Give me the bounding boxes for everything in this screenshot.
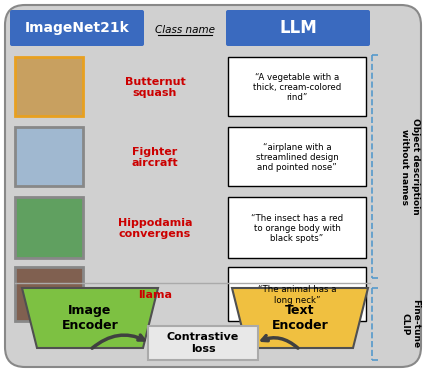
Text: “airplane with a
streamlined design
and pointed nose”: “airplane with a streamlined design and … bbox=[256, 142, 338, 172]
FancyBboxPatch shape bbox=[10, 10, 144, 46]
Text: “The animal has a
long neck”: “The animal has a long neck” bbox=[258, 285, 336, 305]
Text: Fighter
aircraft: Fighter aircraft bbox=[132, 147, 178, 168]
Bar bbox=[15, 127, 83, 186]
Polygon shape bbox=[232, 288, 368, 348]
FancyBboxPatch shape bbox=[5, 5, 421, 367]
Bar bbox=[228, 197, 366, 258]
Text: LLM: LLM bbox=[279, 19, 317, 37]
Bar bbox=[15, 267, 83, 321]
Bar bbox=[15, 197, 83, 258]
Text: Butternut
squash: Butternut squash bbox=[125, 77, 185, 98]
Text: Contrastive
loss: Contrastive loss bbox=[167, 332, 239, 354]
Text: “A vegetable with a
thick, cream-colored
rind”: “A vegetable with a thick, cream-colored… bbox=[253, 73, 341, 102]
Text: llama: llama bbox=[138, 290, 172, 300]
Bar bbox=[228, 267, 366, 321]
Bar bbox=[15, 57, 83, 116]
Text: Object descriptioin
without names: Object descriptioin without names bbox=[400, 118, 420, 215]
Text: ImageNet21k: ImageNet21k bbox=[25, 21, 130, 35]
Text: Image
Encoder: Image Encoder bbox=[62, 304, 118, 332]
Bar bbox=[228, 127, 366, 186]
Bar bbox=[228, 57, 366, 116]
Text: Fine-tune
CLIP: Fine-tune CLIP bbox=[400, 299, 420, 349]
Text: Class name: Class name bbox=[155, 25, 215, 35]
Text: “The insect has a red
to orange body with
black spots”: “The insect has a red to orange body wit… bbox=[251, 214, 343, 243]
FancyBboxPatch shape bbox=[226, 10, 370, 46]
Text: Hippodamia
convergens: Hippodamia convergens bbox=[118, 218, 192, 239]
Text: Text
Encoder: Text Encoder bbox=[272, 304, 328, 332]
FancyBboxPatch shape bbox=[148, 326, 258, 360]
Polygon shape bbox=[22, 288, 158, 348]
